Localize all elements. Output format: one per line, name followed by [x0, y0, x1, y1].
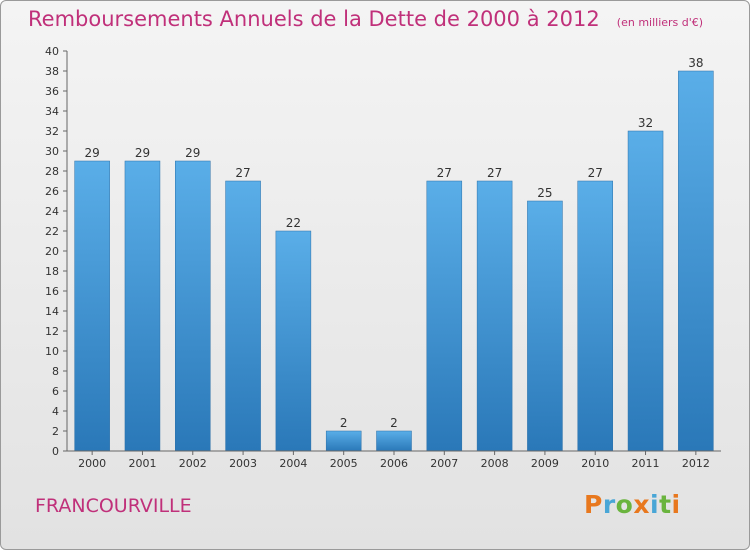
y-tick-label: 18 — [45, 265, 59, 278]
brand-letter: x — [633, 490, 650, 519]
x-tick-label: 2007 — [430, 457, 458, 470]
bar-value-label: 2 — [340, 416, 348, 430]
y-tick-label: 22 — [45, 225, 59, 238]
bar — [426, 180, 463, 452]
title-row: Remboursements Annuels de la Dette de 20… — [28, 7, 703, 31]
brand-letter: i — [650, 490, 660, 519]
bar — [376, 430, 412, 452]
x-tick-label: 2009 — [531, 457, 559, 470]
brand-letter: t — [659, 490, 672, 519]
bar — [275, 230, 312, 452]
bar-value-label: 29 — [135, 146, 150, 160]
y-tick-label: 40 — [45, 45, 59, 58]
x-tick-label: 2010 — [581, 457, 609, 470]
bar — [124, 160, 161, 452]
x-tick-label: 2006 — [380, 457, 408, 470]
y-tick-label: 14 — [45, 305, 59, 318]
bar — [678, 70, 714, 452]
y-tick-label: 38 — [45, 65, 59, 78]
bar-value-label: 29 — [185, 146, 200, 160]
bar-value-label: 27 — [437, 166, 452, 180]
y-tick-label: 20 — [45, 245, 59, 258]
x-tick-label: 2003 — [229, 457, 257, 470]
y-tick-label: 36 — [45, 85, 59, 98]
bar-value-label: 22 — [286, 216, 301, 230]
bar — [225, 180, 261, 452]
y-tick-label: 16 — [45, 285, 59, 298]
brand-letter: r — [602, 490, 616, 519]
chart-title: Remboursements Annuels de la Dette de 20… — [28, 7, 600, 31]
x-tick-label: 2005 — [330, 457, 358, 470]
bar-value-label: 25 — [537, 186, 552, 200]
x-tick-label: 2004 — [279, 457, 307, 470]
y-tick-label: 28 — [45, 165, 59, 178]
y-tick-label: 10 — [45, 345, 59, 358]
y-tick-label: 32 — [45, 125, 59, 138]
bar-value-label: 38 — [688, 56, 703, 70]
bar — [74, 160, 110, 452]
y-tick-label: 2 — [52, 425, 59, 438]
bar — [325, 430, 362, 452]
bar-value-label: 27 — [487, 166, 502, 180]
brand-letter: i — [671, 490, 681, 519]
bar — [627, 130, 664, 452]
proxiti-logo[interactable]: Proxiti — [584, 490, 681, 519]
y-tick-label: 12 — [45, 325, 59, 338]
brand-letter: P — [584, 490, 603, 519]
y-tick-label: 34 — [45, 105, 59, 118]
y-tick-label: 24 — [45, 205, 59, 218]
y-tick-label: 6 — [52, 385, 59, 398]
bar-value-label: 2 — [390, 416, 398, 430]
bar — [476, 180, 513, 452]
y-tick-label: 8 — [52, 365, 59, 378]
bar — [577, 180, 613, 452]
x-tick-label: 2012 — [682, 457, 710, 470]
y-tick-label: 30 — [45, 145, 59, 158]
x-tick-label: 2011 — [632, 457, 660, 470]
y-tick-label: 26 — [45, 185, 59, 198]
bar-value-label: 32 — [638, 116, 653, 130]
bar — [527, 200, 563, 452]
bar-value-label: 27 — [235, 166, 250, 180]
x-tick-label: 2008 — [481, 457, 509, 470]
y-tick-label: 0 — [52, 445, 59, 458]
commune-name: FRANCOURVILLE — [35, 495, 192, 517]
bar-value-label: 29 — [85, 146, 100, 160]
y-tick-label: 4 — [52, 405, 59, 418]
x-tick-label: 2001 — [128, 457, 156, 470]
chart-subtitle: (en milliers d'€) — [616, 16, 704, 29]
x-tick-label: 2000 — [78, 457, 106, 470]
bar — [175, 160, 211, 452]
x-tick-label: 2002 — [179, 457, 207, 470]
bar-value-label: 27 — [588, 166, 603, 180]
brand-letter: o — [615, 490, 634, 519]
